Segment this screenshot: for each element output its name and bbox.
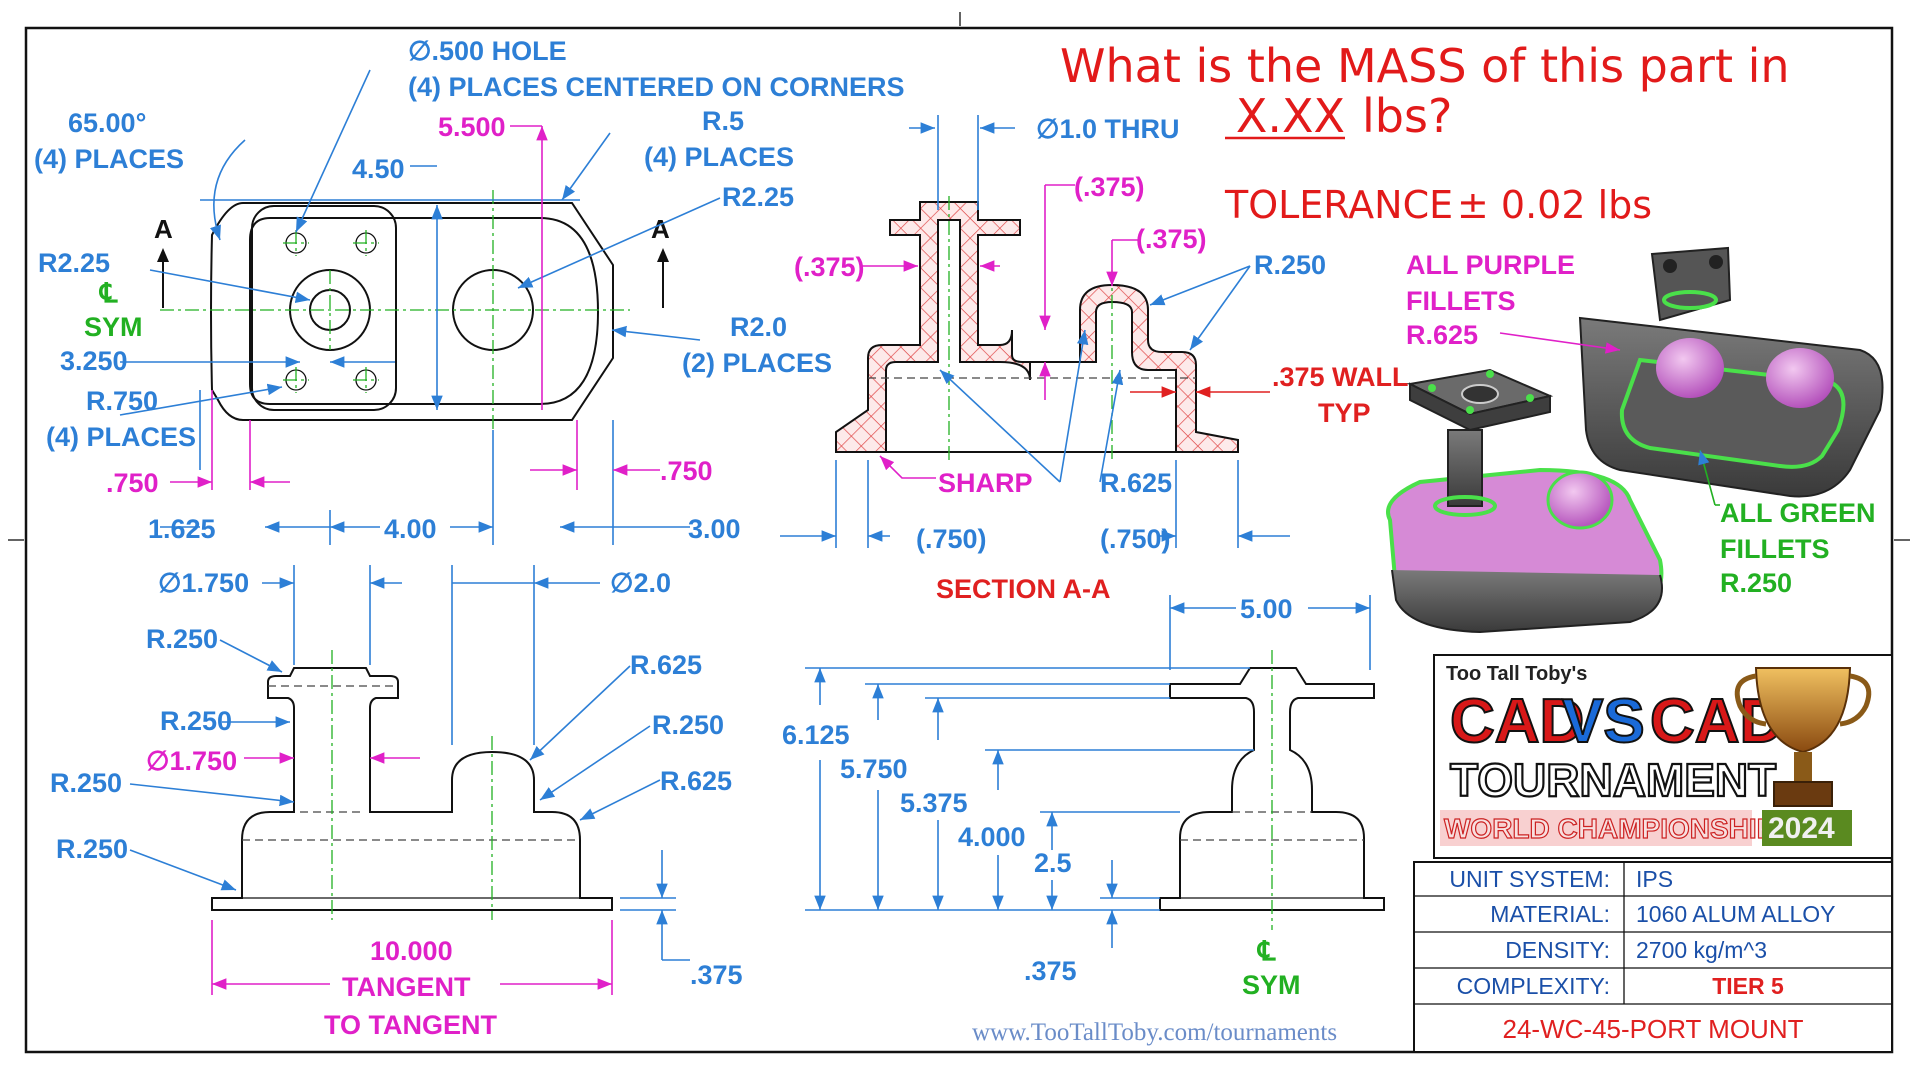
dim-10000: 10.000 bbox=[370, 936, 453, 966]
sym-top: SYM bbox=[84, 312, 143, 342]
sheet-border bbox=[24, 26, 1894, 1054]
tangent-1: TANGENT bbox=[342, 972, 471, 1002]
website-url: www.TooTallToby.com/tournaments bbox=[972, 1019, 1337, 1046]
r225-right: R2.25 bbox=[722, 182, 794, 212]
hole-note-1: ∅.500 HOLE bbox=[408, 36, 567, 66]
dim-300: 3.00 bbox=[688, 514, 741, 544]
top-view: A A bbox=[34, 36, 905, 545]
front-dim-375: .375 bbox=[690, 960, 743, 990]
tb-value-units: IPS bbox=[1636, 866, 1673, 892]
front-r625-a: R.625 bbox=[630, 650, 702, 680]
tb-value-complexity: TIER 5 bbox=[1712, 973, 1784, 999]
section-r625: R.625 bbox=[1100, 468, 1172, 498]
sharp-note: SHARP bbox=[938, 468, 1033, 498]
r750-label: R.750 bbox=[86, 386, 158, 416]
front-r250-d: R.250 bbox=[56, 834, 128, 864]
dim-750-left: .750 bbox=[106, 468, 159, 498]
purple-note-2: FILLETS bbox=[1406, 286, 1516, 316]
dim-750-b: (.750) bbox=[1100, 524, 1171, 554]
r20-places: (2) PLACES bbox=[682, 348, 832, 378]
tb-label-complexity: COMPLEXITY: bbox=[1457, 973, 1610, 999]
tangent-2: TO TANGENT bbox=[324, 1010, 498, 1040]
logo-cad-1: CAD bbox=[1450, 687, 1584, 756]
dia-20: ∅2.0 bbox=[610, 568, 671, 598]
section-view: ∅1.0 THRU (.375) (.375) (.375) R.250 .37… bbox=[780, 114, 1409, 604]
sym-cl-side: ℄ bbox=[1256, 936, 1276, 966]
question-underlined: X.XX bbox=[1236, 89, 1345, 143]
section-arrow-left: A bbox=[154, 214, 173, 244]
logo-year: 2024 bbox=[1768, 812, 1835, 845]
side-dim-5375: 5.375 bbox=[900, 788, 968, 818]
r5-label: R.5 bbox=[702, 106, 744, 136]
hole-note-2: (4) PLACES CENTERED ON CORNERS bbox=[408, 72, 905, 102]
tb-value-material: 1060 ALUM ALLOY bbox=[1636, 901, 1835, 927]
green-note-3: R.250 bbox=[1720, 568, 1792, 598]
tolerance-value: ± 0.02 lbs bbox=[1457, 183, 1652, 227]
question-line-2: lbs? bbox=[1362, 89, 1452, 143]
mass-question: What is the MASS of this part in X.XX lb… bbox=[1060, 39, 1790, 227]
wall-note-2: TYP bbox=[1318, 398, 1371, 428]
dia-1750-top: ∅1.750 bbox=[158, 568, 249, 598]
tb-value-density: 2700 kg/m^3 bbox=[1636, 937, 1767, 963]
front-r250-c: R.250 bbox=[50, 768, 122, 798]
front-r250-a: R.250 bbox=[146, 624, 218, 654]
iso-render-bottom bbox=[1578, 246, 1884, 498]
question-line-1: What is the MASS of this part in bbox=[1060, 39, 1790, 93]
tolerance-label: TOLERANCE bbox=[1224, 183, 1453, 227]
tb-label-density: DENSITY: bbox=[1505, 937, 1610, 963]
green-note-2: FILLETS bbox=[1720, 534, 1830, 564]
side-dim-4000: 4.000 bbox=[958, 822, 1026, 852]
dim-750-right: .750 bbox=[660, 456, 713, 486]
side-view: 5.00 6.125 5.750 5.375 4.000 2.5 .375 ℄ … bbox=[782, 594, 1385, 1000]
side-dim-5750: 5.750 bbox=[840, 754, 908, 784]
r750-places: (4) PLACES bbox=[46, 422, 196, 452]
front-r625-b: R.625 bbox=[660, 766, 732, 796]
side-dim-25: 2.5 bbox=[1034, 848, 1072, 878]
logo-tournament: TOURNAMENT bbox=[1450, 754, 1776, 806]
dim-375-a: (.375) bbox=[1074, 172, 1145, 202]
r5-places: (4) PLACES bbox=[644, 142, 794, 172]
angle-places: (4) PLACES bbox=[34, 144, 184, 174]
logo-vs: VS bbox=[1562, 687, 1645, 756]
logo-world: WORLD CHAMPIONSHIP bbox=[1444, 813, 1775, 844]
purple-note-3: R.625 bbox=[1406, 320, 1478, 350]
wall-note-1: .375 WALL bbox=[1272, 362, 1409, 392]
angle-label: 65.00° bbox=[68, 108, 146, 138]
side-dim-375: .375 bbox=[1024, 956, 1077, 986]
iso-notes: ALL PURPLE FILLETS R.625 ALL GREEN FILLE… bbox=[1406, 250, 1876, 598]
front-r250-e: R.250 bbox=[652, 710, 724, 740]
dim-1625: 1.625 bbox=[148, 514, 216, 544]
trophy-icon bbox=[1734, 667, 1872, 807]
tournament-logo: Too Tall Toby's CAD VS CAD TOURNAMENT WO… bbox=[1433, 654, 1893, 859]
sym-side: SYM bbox=[1242, 970, 1301, 1000]
sym-cl-top: ℄ bbox=[98, 278, 118, 308]
dim-5500: 5.500 bbox=[438, 112, 506, 142]
purple-note-1: ALL PURPLE bbox=[1406, 250, 1575, 280]
side-dim-6125: 6.125 bbox=[782, 720, 850, 750]
dia-1750-mid: ∅1.750 bbox=[146, 746, 237, 776]
tb-part-name: 24-WC-45-PORT MOUNT bbox=[1503, 1014, 1804, 1044]
dim-3250: 3.250 bbox=[60, 346, 128, 376]
dim-400: 4.00 bbox=[384, 514, 437, 544]
tb-label-material: MATERIAL: bbox=[1490, 901, 1610, 927]
section-arrow-right: A bbox=[651, 214, 670, 244]
tb-label-units: UNIT SYSTEM: bbox=[1449, 866, 1610, 892]
front-view: ∅1.750 ∅2.0 R.250 R.250 ∅1.750 R.250 R.2… bbox=[50, 565, 743, 1040]
section-r250: R.250 bbox=[1254, 250, 1326, 280]
logo-brand: Too Tall Toby's bbox=[1446, 663, 1587, 685]
thru-note: ∅1.0 THRU bbox=[1036, 114, 1180, 144]
dim-375-c: (.375) bbox=[794, 252, 865, 282]
iso-render-top bbox=[1386, 368, 1664, 634]
r20-label: R2.0 bbox=[730, 312, 787, 342]
dim-750-a: (.750) bbox=[916, 524, 987, 554]
front-r250-b: R.250 bbox=[160, 706, 232, 736]
title-block: UNIT SYSTEM: IPS MATERIAL: 1060 ALUM ALL… bbox=[1413, 861, 1893, 1053]
green-note-1: ALL GREEN bbox=[1720, 498, 1876, 528]
dim-375-b: (.375) bbox=[1136, 224, 1207, 254]
section-title: SECTION A-A bbox=[936, 574, 1111, 604]
side-dim-500: 5.00 bbox=[1240, 594, 1293, 624]
r225-left: R2.25 bbox=[38, 248, 110, 278]
dim-450: 4.50 bbox=[352, 154, 405, 184]
